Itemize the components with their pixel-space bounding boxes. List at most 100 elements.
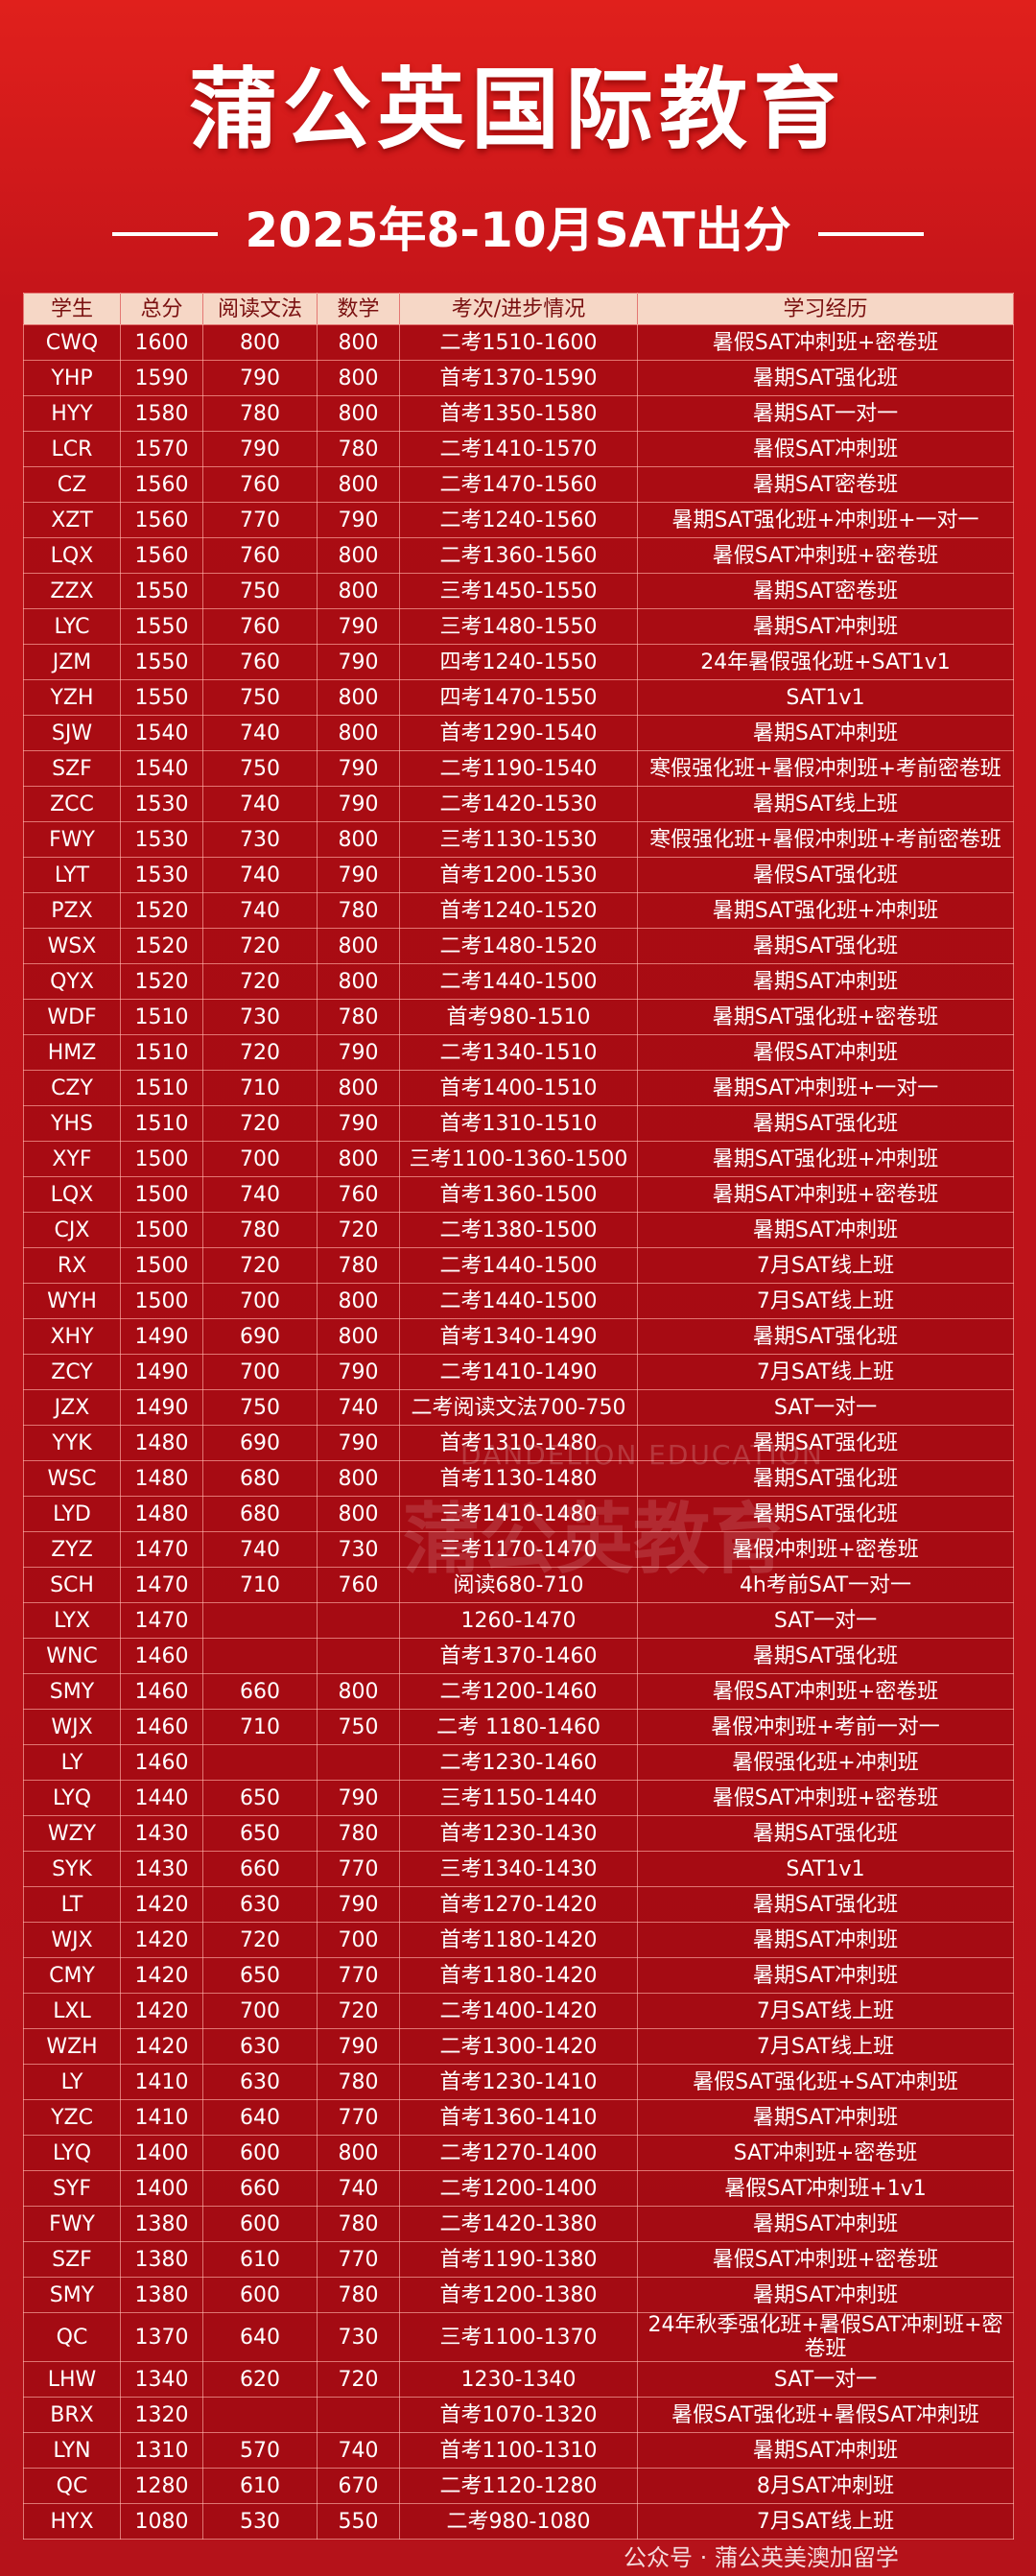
table-row: CMY 1420 650 770 首考1180-1420 暑期SAT冲刺班: [23, 1957, 1014, 1994]
table-cell: 二考阅读文法700-750: [399, 1389, 638, 1426]
table-cell: 790: [317, 1034, 400, 1071]
table-cell: 4h考前SAT一对一: [637, 1567, 1014, 1603]
table-cell: 760: [202, 644, 318, 680]
header-row: 学生 总分 阅读文法 数学 考次/进步情况 学习经历: [23, 293, 1014, 325]
table-cell: 暑期SAT强化班: [637, 928, 1014, 964]
table-cell: 1590: [120, 360, 203, 396]
table-row: YHS 1510 720 790 首考1310-1510 暑期SAT强化班: [23, 1105, 1014, 1142]
table-cell: 790: [317, 750, 400, 787]
table-cell: 1520: [120, 928, 203, 964]
table-cell: WZY: [23, 1815, 121, 1852]
table-cell: 暑假SAT冲刺班: [637, 431, 1014, 467]
table-cell: 暑期SAT强化班+冲刺班: [637, 892, 1014, 929]
table-cell: SAT1v1: [637, 1851, 1014, 1887]
table-cell: 710: [202, 1709, 318, 1745]
table-row: XZT 1560 770 790 二考1240-1560 暑期SAT强化班+冲刺班+一对一: [23, 502, 1014, 538]
dash: [112, 231, 219, 236]
table-cell: 首考1370-1460: [399, 1638, 638, 1674]
table-cell: YYK: [23, 1425, 121, 1461]
table-cell: 760: [202, 466, 318, 503]
table-cell: 790: [317, 608, 400, 645]
table-cell: 720: [202, 1922, 318, 1958]
table-cell: 暑期SAT强化班: [637, 1105, 1014, 1142]
table-cell: 三考1340-1430: [399, 1851, 638, 1887]
table-cell: 740: [202, 857, 318, 893]
table-cell: 800: [317, 1460, 400, 1497]
table-row: XHY 1490 690 800 首考1340-1490 暑期SAT强化班: [23, 1318, 1014, 1355]
table-cell: 暑期SAT强化班: [637, 1638, 1014, 1674]
table-cell: CZ: [23, 466, 121, 503]
table-cell: 800: [317, 821, 400, 858]
table-cell: 1480: [120, 1460, 203, 1497]
table-cell: 1420: [120, 1993, 203, 2029]
table-cell: 690: [202, 1425, 318, 1461]
table-cell: 三考1150-1440: [399, 1780, 638, 1816]
table-cell: 1470: [120, 1531, 203, 1568]
table-cell: 1560: [120, 466, 203, 503]
table-row: HYY 1580 780 800 首考1350-1580 暑期SAT一对一: [23, 395, 1014, 432]
table-cell: ZCY: [23, 1354, 121, 1390]
table-cell: 1260-1470: [399, 1602, 638, 1639]
table-cell: 1600: [120, 324, 203, 361]
table-cell: 首考1370-1590: [399, 360, 638, 396]
table-cell: 780: [317, 2064, 400, 2100]
table-cell: 1440: [120, 1780, 203, 1816]
table-cell: 二考 1180-1460: [399, 1709, 638, 1745]
table-cell: 1410: [120, 2099, 203, 2136]
column-header: 学习经历: [637, 293, 1014, 325]
table-cell: SMY: [23, 2277, 121, 2313]
table-row: XYF 1500 700 800 三考1100-1360-1500 暑期SAT强化班+冲刺…: [23, 1141, 1014, 1177]
table-cell: 1550: [120, 644, 203, 680]
table-cell: LY: [23, 1744, 121, 1781]
table-cell: 1460: [120, 1638, 203, 1674]
table-cell: 暑期SAT冲刺班: [637, 2277, 1014, 2313]
table-cell: 三考1170-1470: [399, 1531, 638, 1568]
table-cell: 660: [202, 1673, 318, 1710]
table-cell: 780: [317, 2277, 400, 2313]
table-cell: 800: [317, 679, 400, 716]
table-row: CJX 1500 780 720 二考1380-1500 暑期SAT冲刺班: [23, 1212, 1014, 1248]
table-cell: QC: [23, 2468, 121, 2504]
table-cell: 770: [317, 2099, 400, 2136]
table-cell: WJX: [23, 1922, 121, 1958]
table-cell: 暑假SAT冲刺班+1v1: [637, 2170, 1014, 2207]
table-row: ZCC 1530 740 790 二考1420-1530 暑期SAT线上班: [23, 786, 1014, 822]
table-cell: 暑期SAT冲刺班+一对一: [637, 1070, 1014, 1106]
table-cell: 暑期SAT冲刺班: [637, 715, 1014, 751]
table-cell: 二考1420-1380: [399, 2206, 638, 2242]
table-cell: 720: [317, 1993, 400, 2029]
table-cell: 1380: [120, 2277, 203, 2313]
table-cell: 1500: [120, 1176, 203, 1213]
table-cell: WSX: [23, 928, 121, 964]
table-cell: 暑期SAT密卷班: [637, 573, 1014, 609]
table-row: LY 1460 二考1230-1460 暑假强化班+冲刺班: [23, 1744, 1014, 1781]
table-row: LQX 1560 760 800 二考1360-1560 暑假SAT冲刺班+密卷班: [23, 537, 1014, 574]
table-cell: YZC: [23, 2099, 121, 2136]
table-cell: 690: [202, 1318, 318, 1355]
table-row: WNC 1460 首考1370-1460 暑期SAT强化班: [23, 1638, 1014, 1674]
table-cell: SAT冲刺班+密卷班: [637, 2135, 1014, 2171]
table-cell: 暑期SAT冲刺班: [637, 2432, 1014, 2469]
table-cell: 800: [317, 1496, 400, 1532]
table-cell: 800: [317, 1070, 400, 1106]
table-row: ZZX 1550 750 800 三考1450-1550 暑期SAT密卷班: [23, 573, 1014, 609]
table-cell: 二考980-1080: [399, 2503, 638, 2540]
table-cell: 暑假冲刺班+密卷班: [637, 1531, 1014, 1568]
table-cell: 7月SAT线上班: [637, 1354, 1014, 1390]
table-cell: 630: [202, 2064, 318, 2100]
table-cell: RX: [23, 1247, 121, 1284]
table-cell: 530: [202, 2503, 318, 2540]
table-cell: 1510: [120, 999, 203, 1035]
table-cell: 1480: [120, 1496, 203, 1532]
table-cell: 790: [317, 644, 400, 680]
table-cell: CMY: [23, 1957, 121, 1994]
table-cell: 1570: [120, 431, 203, 467]
table-row: RX 1500 720 780 二考1440-1500 7月SAT线上班: [23, 1247, 1014, 1284]
table-cell: 暑期SAT强化班: [637, 1318, 1014, 1355]
table-cell: 710: [202, 1567, 318, 1603]
table-cell: 首考1180-1420: [399, 1922, 638, 1958]
table-cell: 首考1200-1530: [399, 857, 638, 893]
table-cell: 首考1270-1420: [399, 1886, 638, 1923]
table-cell: 730: [317, 2312, 400, 2362]
